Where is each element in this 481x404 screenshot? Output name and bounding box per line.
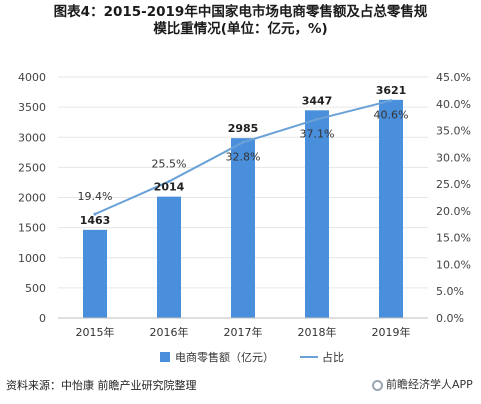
bar-value-label: 2014 [154,181,185,194]
x-axis: 2015年 2016年 2017年 2018年 2019年 [58,317,428,339]
legend: 电商零售额（亿元） 占比 [160,350,344,364]
left-tick-label: 4000 [18,71,46,84]
right-tick-label: 25.0% [436,178,471,191]
bar-value-label: 3447 [302,94,333,107]
line-point [389,99,393,103]
chart-title: 图表4：2015-2019年中国家电市场电商零售额及占总零售规 模比重情况(单位… [0,4,481,38]
legend-line-label: 占比 [322,350,344,364]
bars [83,99,403,318]
line-value-label: 32.8% [226,150,261,163]
legend-bar-swatch [160,352,170,362]
x-tick-label: 2016年 [150,325,189,339]
x-tick-label: 2017年 [224,325,263,339]
right-tick-label: 40.0% [436,98,471,111]
line-value-label: 19.4% [78,190,113,203]
bar [83,229,107,318]
watermark-logo-icon [372,380,383,391]
bar-value-label: 3621 [376,84,407,97]
legend-bar-label: 电商零售额（亿元） [175,350,274,364]
bar [305,110,329,318]
right-tick-label: 30.0% [436,151,471,164]
bar [231,138,255,318]
left-tick-label: 500 [25,282,46,295]
right-tick-label: 45.0% [436,71,471,84]
right-axis: 0.0% 5.0% 10.0% 15.0% 20.0% 25.0% 30.0% 35.0% 40… [436,71,471,325]
right-tick-label: 20.0% [436,205,471,218]
line-value-label: 40.6% [374,109,409,122]
left-tick-label: 2000 [18,192,46,205]
left-tick-label: 0 [39,312,46,325]
line-point [93,212,97,216]
line-point [167,179,171,183]
watermark-text: 前瞻经济学人APP [386,378,473,391]
bar-value-label: 2985 [228,122,259,135]
data-labels: 1463 2014 2985 3447 3621 19.4% 25.5% 32.8% 37.1%… [78,84,409,227]
left-tick-label: 3500 [18,101,46,114]
right-tick-label: 10.0% [436,258,471,271]
x-tick-label: 2018年 [298,325,337,339]
bar [379,99,403,318]
left-tick-label: 2500 [18,161,46,174]
source-note: 资料来源：中怡康 前瞻产业研究院整理 [6,379,197,392]
right-tick-label: 15.0% [436,232,471,245]
bar [157,196,181,318]
left-tick-label: 1500 [18,222,46,235]
right-tick-label: 35.0% [436,125,471,138]
chart-title-line1: 图表4：2015-2019年中国家电市场电商零售额及占总零售规 [53,4,428,20]
left-tick-label: 1000 [18,252,46,265]
x-tick-label: 2019年 [372,325,411,339]
left-tick-label: 3000 [18,131,46,144]
right-tick-label: 0.0% [436,312,464,325]
line-point [315,117,319,121]
line-value-label: 25.5% [152,157,187,170]
bar-value-label: 1463 [80,214,111,227]
right-tick-label: 5.0% [436,285,464,298]
left-axis: 0 500 1000 1500 2000 2500 3000 3500 4000 [18,71,46,325]
chart-title-line2: 模比重情况(单位：亿元，%) [153,21,328,37]
line-point [241,140,245,144]
watermark: 前瞻经济学人APP [372,376,473,392]
line-value-label: 37.1% [300,127,335,140]
percent-line [93,99,393,216]
x-tick-label: 2015年 [76,325,115,339]
